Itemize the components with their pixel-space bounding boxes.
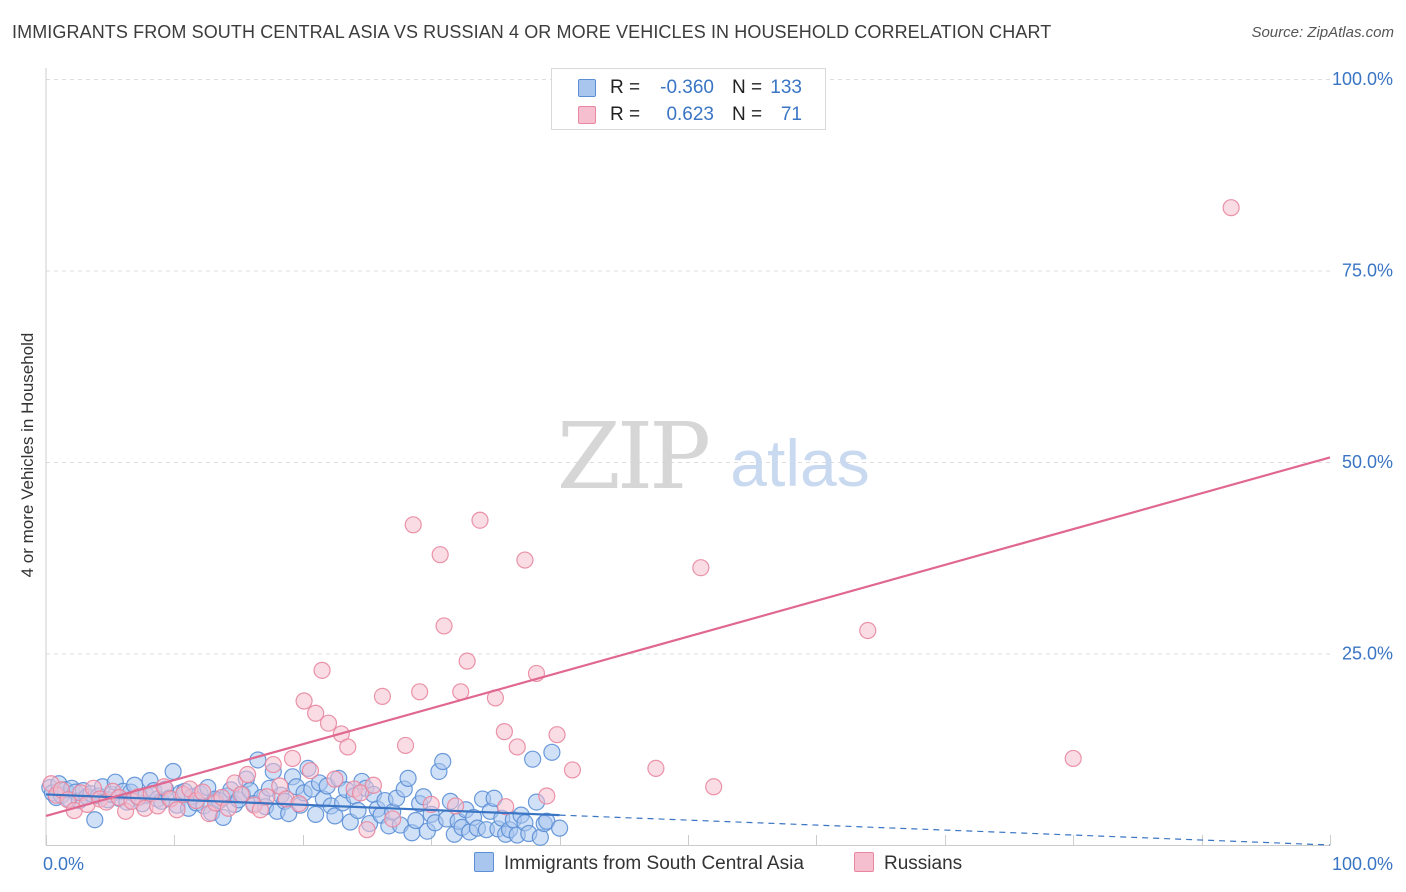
- data-point-russians: [495, 723, 513, 741]
- data-point-russians: [548, 726, 566, 744]
- data-point-russians: [647, 759, 665, 778]
- data-point-russians: [435, 617, 453, 635]
- data-point-russians: [396, 736, 415, 755]
- chart-title: IMMIGRANTS FROM SOUTH CENTRAL ASIA VS RU…: [12, 22, 1052, 42]
- data-point-russians: [1222, 199, 1240, 217]
- data-point-russians: [1064, 749, 1082, 768]
- axes: [45, 68, 1331, 846]
- data-point-russians: [168, 801, 186, 819]
- data-point-russians: [516, 551, 534, 569]
- data-point-immigrants: [86, 811, 104, 829]
- legend-label-immigrants: Immigrants from South Central Asia: [504, 853, 804, 874]
- y-tick-label: 50.0%: [1342, 452, 1393, 472]
- data-point-russians: [264, 755, 282, 774]
- data-point-immigrants: [434, 752, 452, 771]
- legend-row-russians: R = 0.623 N = 71: [552, 102, 825, 128]
- data-point-russians: [219, 799, 237, 817]
- data-point-russians: [705, 778, 723, 796]
- legend-r-label: R =: [610, 77, 641, 98]
- data-point-russians: [364, 776, 383, 794]
- correlation-legend: R = -0.360 N = 133 R = 0.623 N = 71: [551, 68, 826, 130]
- legend-r-label: R =: [610, 104, 641, 125]
- data-point-immigrants: [326, 807, 344, 825]
- series-russians-points: [42, 199, 1240, 839]
- data-point-russians: [283, 749, 302, 768]
- legend-r-value: 0.623: [666, 104, 714, 125]
- watermark-atlas: atlas: [730, 426, 869, 500]
- trend-lines: [45, 456, 1331, 846]
- data-point-russians: [692, 559, 710, 577]
- source-label: Source: ZipAtlas.com: [1251, 24, 1394, 41]
- legend-item-russians: Russians: [854, 852, 962, 878]
- legend-r-value: -0.360: [660, 77, 714, 98]
- data-point-immigrants: [164, 762, 182, 781]
- data-point-immigrants: [485, 789, 503, 807]
- data-point-russians: [258, 788, 276, 806]
- data-point-russians: [373, 687, 392, 705]
- data-point-russians: [422, 795, 440, 814]
- legend-label-russians: Russians: [884, 853, 963, 874]
- data-point-russians: [411, 683, 429, 701]
- data-point-russians: [295, 692, 313, 710]
- data-point-immigrants: [524, 750, 542, 768]
- data-point-russians: [384, 810, 402, 828]
- y-tick-label: 75.0%: [1342, 261, 1393, 281]
- legend-row-immigrants: R = -0.360 N = 133: [552, 75, 825, 101]
- x-tick-label: 100.0%: [1332, 854, 1393, 874]
- data-point-russians: [404, 516, 422, 534]
- trend-line-immigrants-extension: [559, 814, 1331, 846]
- tick-labels: 25.0% 50.0% 75.0% 100.0% 0.0% 100.0%: [43, 69, 1393, 874]
- data-point-russians: [238, 765, 257, 784]
- data-point-immigrants: [307, 805, 325, 823]
- data-point-russians: [563, 761, 582, 779]
- data-point-russians: [431, 546, 449, 564]
- data-point-russians: [319, 714, 338, 732]
- data-point-russians: [339, 738, 357, 756]
- data-point-russians: [458, 652, 476, 670]
- data-point-immigrants: [550, 819, 569, 837]
- data-point-russians: [351, 784, 370, 802]
- data-point-russians: [471, 511, 489, 529]
- legend-n-label: N =: [732, 104, 763, 125]
- legend-n-label: N =: [732, 77, 763, 98]
- data-point-russians: [326, 770, 344, 788]
- data-point-russians: [358, 821, 376, 839]
- data-point-russians: [301, 762, 320, 780]
- x-tick-label: 0.0%: [43, 854, 84, 874]
- data-point-russians: [538, 787, 556, 805]
- data-point-russians: [307, 704, 325, 722]
- y-tick-label: 25.0%: [1342, 644, 1393, 664]
- trend-line-immigrants: [45, 793, 560, 817]
- legend-swatch-blue: [474, 852, 494, 872]
- data-point-russians: [859, 621, 877, 640]
- legend-swatch-pink: [854, 852, 874, 872]
- legend-swatch-pink: [578, 106, 596, 124]
- data-point-russians: [497, 798, 515, 816]
- watermark-zip: ZIP: [557, 403, 708, 510]
- data-point-russians: [194, 783, 212, 801]
- data-point-immigrants: [407, 811, 425, 830]
- grid-lines: [46, 79, 1330, 655]
- legend-item-immigrants: Immigrants from South Central Asia: [474, 852, 804, 878]
- legend-swatch-blue: [578, 79, 596, 97]
- data-point-russians: [232, 785, 250, 804]
- data-point-immigrants: [349, 801, 367, 820]
- data-point-immigrants: [399, 769, 417, 787]
- data-point-immigrants: [543, 743, 561, 761]
- y-tick-label: 100.0%: [1332, 69, 1393, 89]
- data-point-russians: [313, 661, 331, 679]
- data-point-russians: [508, 738, 526, 756]
- legend-n-value: 133: [770, 77, 802, 98]
- trend-line-russians: [45, 456, 1331, 817]
- legend-n-value: 71: [780, 104, 802, 125]
